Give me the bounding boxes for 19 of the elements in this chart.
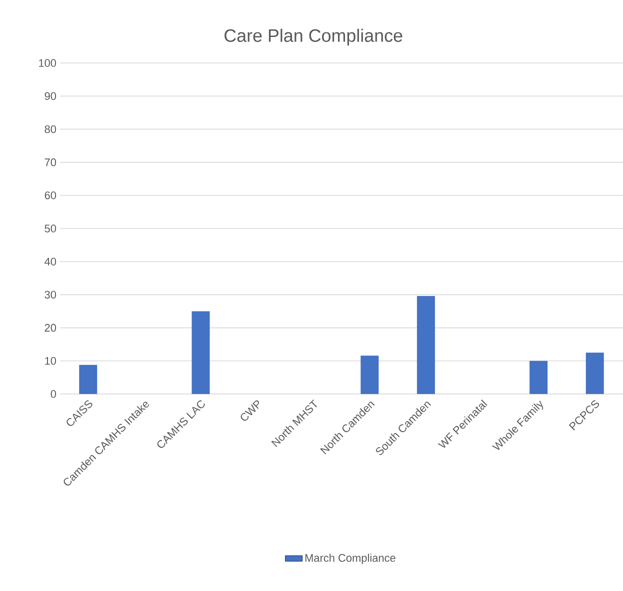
legend-label: March Compliance (305, 554, 396, 564)
y-tick-label: 60 (44, 192, 56, 200)
bar (586, 352, 604, 394)
y-tick-label: 40 (44, 258, 56, 266)
bar (416, 296, 435, 394)
y-tick-label: 100 (39, 59, 56, 67)
y-tick-label: 50 (44, 224, 56, 232)
chart-title: Care Plan Compliance (224, 28, 402, 46)
bar (192, 311, 210, 394)
y-tick-label: 80 (44, 125, 56, 134)
y-tick-label: 30 (44, 290, 56, 299)
y-tick-label: 70 (44, 158, 56, 166)
bar (360, 356, 379, 394)
y-tick-label: 0 (50, 390, 56, 398)
y-tick-label: 10 (45, 357, 56, 365)
bar (530, 360, 548, 394)
bar (79, 364, 98, 394)
y-tick-label: 90 (44, 92, 56, 100)
y-tick-label: 20 (44, 324, 56, 332)
